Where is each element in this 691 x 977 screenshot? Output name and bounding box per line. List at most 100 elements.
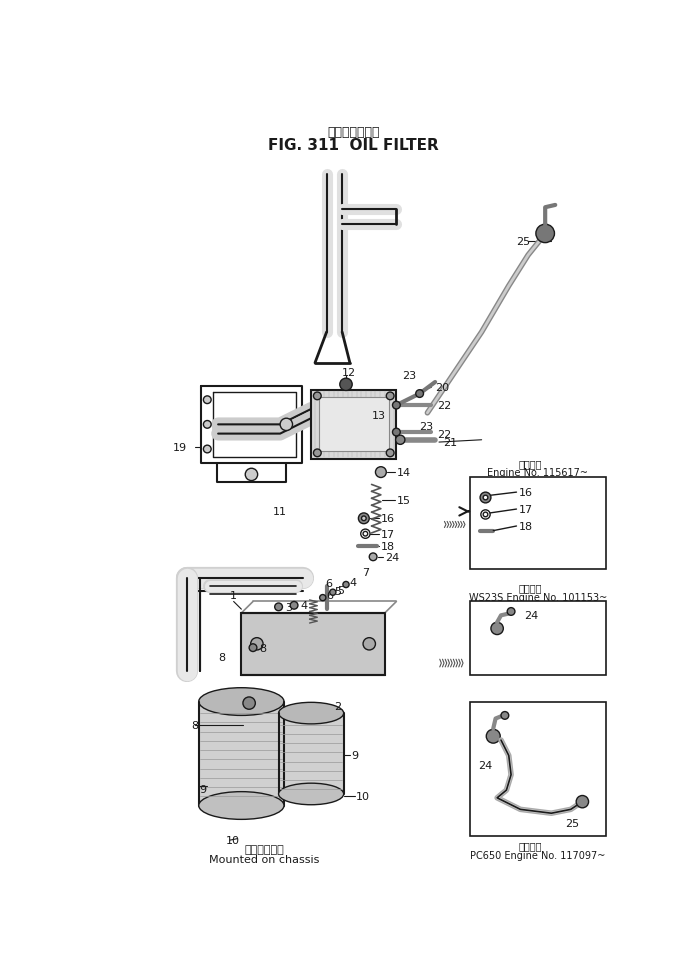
Circle shape [486,730,500,743]
Bar [199,701,284,806]
Circle shape [480,492,491,503]
Circle shape [251,638,263,651]
Text: 9: 9 [352,750,359,761]
Circle shape [483,513,488,517]
Circle shape [203,397,211,404]
Text: 16: 16 [519,488,533,497]
Bar [470,602,605,675]
Circle shape [359,513,369,524]
Text: 2: 2 [334,701,341,711]
Ellipse shape [199,688,284,716]
Text: FIG. 311  OIL FILTER: FIG. 311 OIL FILTER [268,138,439,152]
Circle shape [243,698,256,709]
Circle shape [340,379,352,391]
Circle shape [314,449,321,457]
Bar [241,614,385,675]
Text: 23: 23 [419,421,434,432]
Text: 8: 8 [218,653,225,662]
Circle shape [203,421,211,429]
Text: 22: 22 [437,401,452,410]
Text: 17: 17 [519,504,533,515]
Text: 25: 25 [516,236,531,247]
Circle shape [363,638,375,651]
Text: 6: 6 [325,578,332,588]
Text: 14: 14 [397,468,410,478]
Circle shape [392,402,400,409]
Text: WS23S Engine No. 101153~: WS23S Engine No. 101153~ [468,592,607,602]
Circle shape [491,622,503,635]
Text: 12: 12 [342,367,357,378]
Text: 6: 6 [327,591,334,601]
Circle shape [275,604,283,611]
Text: 24: 24 [385,552,399,562]
Text: PC650 Engine No. 117097~: PC650 Engine No. 117097~ [470,850,605,860]
Text: Engine No. 115617~: Engine No. 115617~ [487,468,588,478]
Text: 21: 21 [443,438,457,447]
Circle shape [369,553,377,561]
Circle shape [416,390,424,398]
Text: 9: 9 [199,784,206,793]
Text: 8: 8 [191,720,198,730]
Circle shape [361,517,366,521]
Text: 車体側に取付: 車体側に取付 [245,844,285,855]
Text: 適用号機: 適用号機 [518,583,542,593]
Circle shape [507,608,515,616]
Text: 23: 23 [403,370,417,381]
Text: 適用号機: 適用号機 [518,840,542,851]
Bar [311,390,397,459]
Text: 15: 15 [397,495,410,505]
Text: 24: 24 [477,760,492,770]
Circle shape [280,419,292,431]
Text: 10: 10 [356,790,370,801]
Text: Mounted on chassis: Mounted on chassis [209,855,320,865]
Circle shape [386,449,394,457]
Circle shape [375,467,386,478]
Bar [470,477,605,570]
Text: 18: 18 [381,541,395,551]
Circle shape [290,602,298,610]
Text: 11: 11 [272,506,286,516]
Ellipse shape [278,702,343,724]
Circle shape [245,469,258,481]
Text: 5: 5 [337,585,343,595]
Text: 25: 25 [565,819,580,828]
Text: 20: 20 [435,383,449,393]
Bar [278,713,343,794]
Circle shape [330,589,336,596]
Circle shape [363,531,368,536]
Circle shape [576,795,589,808]
Circle shape [501,712,509,719]
Text: 22: 22 [437,430,452,440]
Circle shape [314,393,321,401]
Text: 8: 8 [259,643,266,653]
Circle shape [386,393,394,401]
Text: 5: 5 [334,587,341,597]
Text: 13: 13 [372,410,386,421]
Text: オイルフィルタ: オイルフィルタ [328,126,380,139]
Text: 24: 24 [524,611,538,620]
Circle shape [481,510,490,520]
Ellipse shape [199,791,284,820]
Bar [319,398,388,451]
Circle shape [249,644,257,652]
Text: 16: 16 [381,514,395,524]
Text: 4: 4 [350,577,357,587]
Text: 4: 4 [301,601,307,611]
Circle shape [203,446,211,453]
Text: 7: 7 [362,568,370,577]
Circle shape [343,582,349,588]
Circle shape [392,429,400,437]
Text: 1: 1 [229,591,237,601]
Circle shape [361,530,370,538]
Bar [470,701,605,836]
Text: 3: 3 [285,602,292,613]
Text: 18: 18 [519,522,533,531]
Circle shape [536,225,554,243]
Circle shape [483,495,488,500]
Text: 19: 19 [173,443,187,453]
Text: 適用号機: 適用号機 [518,458,542,468]
Circle shape [320,595,326,601]
Circle shape [396,436,405,445]
Text: 10: 10 [226,835,240,845]
Ellipse shape [278,784,343,805]
